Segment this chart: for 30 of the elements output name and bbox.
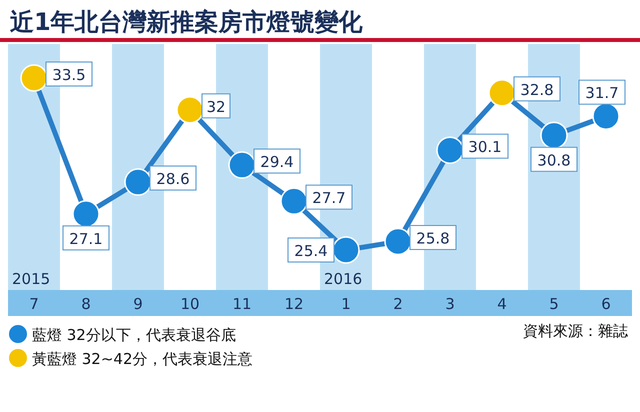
text: 2015 [12,270,50,288]
source-note: 資料來源：雜誌 [523,322,628,340]
data-label: 27.7 [312,189,346,208]
data-label: 32 [206,98,226,116]
x-tick-label: 11 [232,295,252,313]
data-label: 30.8 [537,151,571,170]
x-tick-label: 8 [81,295,91,313]
x-tick-label: 5 [549,295,559,313]
data-label: 32.8 [520,80,554,99]
chart-title: 近1年北台灣新推案房市燈號變化 [10,8,364,36]
x-tick-label: 9 [133,295,143,313]
x-tick-label: 4 [497,295,507,313]
x-tick-label: 2 [393,295,403,313]
data-label: 33.5 [52,66,86,84]
legend-label: 藍燈 32分以下，代表衰退谷底 [32,326,236,344]
data-label: 29.4 [260,153,294,172]
data-label: 25.4 [294,242,328,260]
x-tick-label: 3 [445,295,455,313]
data-label: 27.1 [69,230,103,248]
x-tick-label: 1 [341,295,351,313]
legend-label: 黃藍燈 32~42分，代表衰退注意 [32,350,253,368]
data-label: 30.1 [468,138,502,156]
text: 2016 [324,270,362,288]
data-label: 25.8 [416,230,450,248]
x-tick-label: 12 [284,295,304,313]
data-label: 31.7 [585,84,619,102]
x-tick-label: 6 [601,295,611,313]
x-tick-label: 7 [29,295,39,313]
data-label: 28.6 [156,170,190,188]
x-tick-label: 10 [180,295,200,313]
